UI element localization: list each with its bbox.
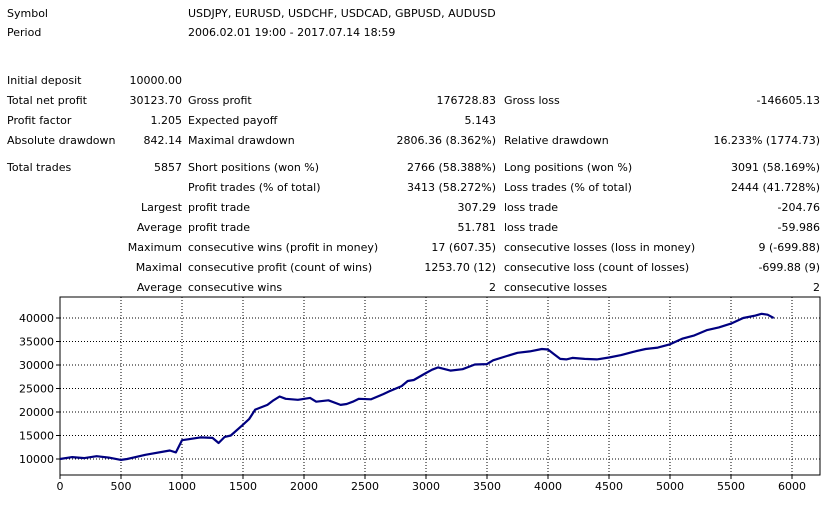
short-positions-value: 2766 (58.388%) [406,161,496,174]
maximal-consecutive-loss-label: consecutive loss (count of losses) [504,261,690,274]
x-tick-label: 2500 [351,480,379,493]
maximum-label: Maximum [127,241,182,254]
y-tick-label: 35000 [19,336,54,349]
average-profit-value: 51.781 [457,221,497,234]
chart-ticks: 0 500 1000 1500 2000 2500 3000 3500 4000 4500 5000… [19,312,806,493]
absolute-drawdown-value: 842.14 [143,134,183,147]
x-tick-label: 4500 [595,480,623,493]
max-consecutive-wins-label: consecutive wins (profit in money) [188,241,379,254]
period-label: Period [7,26,42,39]
max-consecutive-losses-label: consecutive losses (loss in money) [504,241,696,254]
x-tick-label: 6000 [778,480,806,493]
balance-series-line [59,312,775,461]
largest-loss-value: -204.76 [777,201,820,214]
largest-profit-label: profit trade [188,201,251,214]
period-value: 2006.02.01 19:00 - 2017.07.14 18:59 [188,26,396,39]
profit-trades-value: 3413 (58.272%) [406,181,496,194]
chart-plot-border [59,296,821,476]
symbol-label: Symbol [7,7,48,20]
maximal-consecutive-profit-value: 1253.70 (12) [424,261,496,274]
avg-consecutive-wins-value: 2 [489,281,496,294]
avg-consecutive-losses-value: 2 [813,281,820,294]
x-tick-label: 1000 [168,480,196,493]
largest-profit-value: 307.29 [457,201,497,214]
y-tick-label: 30000 [19,359,54,372]
expected-payoff-label: Expected payoff [188,114,278,127]
average-consecutive-label: Average [136,281,182,294]
long-positions-label: Long positions (won %) [504,161,633,174]
expected-payoff-value: 5.143 [464,114,497,127]
y-tick-label: 25000 [19,383,54,396]
x-tick-label: 4000 [534,480,562,493]
maximal-drawdown-label: Maximal drawdown [188,134,295,147]
y-tick-label: 15000 [19,430,54,443]
max-consecutive-losses-value: 9 (-699.88) [758,241,820,254]
short-positions-label: Short positions (won %) [188,161,320,174]
gross-loss-value: -146605.13 [756,94,820,107]
symbol-value: USDJPY, EURUSD, USDCHF, USDCAD, GBPUSD, … [188,7,496,20]
loss-trades-value: 2444 (41.728%) [730,181,820,194]
chart-grid [60,297,820,475]
profit-factor-label: Profit factor [7,114,72,127]
average-loss-label: loss trade [504,221,559,234]
maximal-label: Maximal [135,261,182,274]
average-profit-label: profit trade [188,221,251,234]
x-tick-label: 5000 [656,480,684,493]
profit-factor-value: 1.205 [150,114,183,127]
gross-loss-label: Gross loss [504,94,560,107]
largest-loss-label: loss trade [504,201,559,214]
profit-trades-label: Profit trades (% of total) [188,181,321,194]
y-tick-label: 20000 [19,406,54,419]
initial-deposit-label: Initial deposit [7,74,82,87]
x-tick-label: 1500 [229,480,257,493]
average-label: Average [136,221,182,234]
absolute-drawdown-label: Absolute drawdown [7,134,116,147]
max-consecutive-wins-value: 17 (607.35) [431,241,496,254]
loss-trades-label: Loss trades (% of total) [504,181,632,194]
initial-deposit-value: 10000.00 [129,74,183,87]
x-tick-label: 500 [111,480,132,493]
relative-drawdown-value: 16.233% (1774.73) [713,134,820,147]
maximal-consecutive-profit-label: consecutive profit (count of wins) [188,261,373,274]
avg-consecutive-wins-label: consecutive wins [188,281,283,294]
x-tick-label: 5500 [717,480,745,493]
total-trades-label: Total trades [7,161,72,174]
long-positions-value: 3091 (58.169%) [730,161,820,174]
maximal-drawdown-value: 2806.36 (8.362%) [396,134,496,147]
total-trades-value: 5857 [154,161,182,174]
x-tick-label: 2000 [290,480,318,493]
largest-label: Largest [141,201,182,214]
gross-profit-label: Gross profit [188,94,252,107]
total-net-profit-label: Total net profit [7,94,87,107]
x-tick-label: 3000 [412,480,440,493]
y-tick-label: 10000 [19,453,54,466]
average-loss-value: -59.986 [777,221,820,234]
maximal-consecutive-loss-value: -699.88 (9) [758,261,820,274]
x-tick-label: 3500 [473,480,501,493]
y-tick-label: 40000 [19,312,54,325]
avg-consecutive-losses-label: consecutive losses [504,281,608,294]
relative-drawdown-label: Relative drawdown [504,134,609,147]
x-tick-label: 0 [57,480,64,493]
gross-profit-value: 176728.83 [436,94,497,107]
total-net-profit-value: 30123.70 [129,94,183,107]
